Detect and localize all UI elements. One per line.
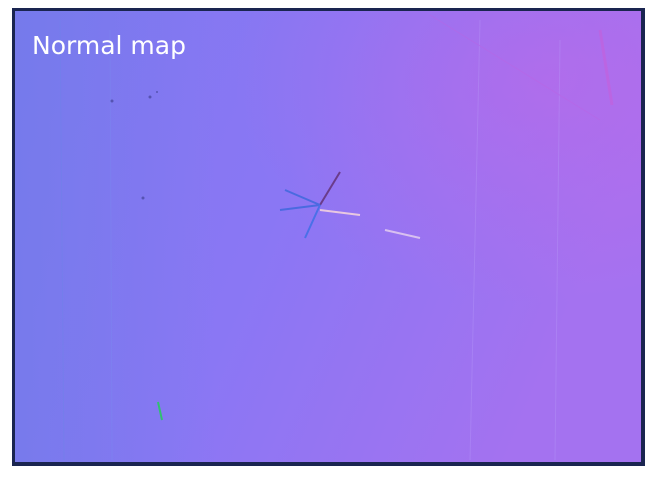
image-label: Normal map bbox=[32, 31, 186, 60]
normal-map-image bbox=[15, 11, 641, 462]
